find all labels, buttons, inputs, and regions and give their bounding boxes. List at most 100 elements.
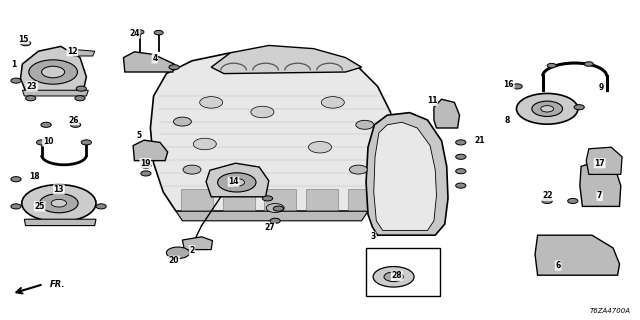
Circle shape [321,97,344,108]
Polygon shape [580,161,621,206]
Circle shape [141,163,151,168]
Circle shape [218,173,256,192]
Text: 17: 17 [595,159,605,168]
Polygon shape [150,51,397,211]
Text: 16: 16 [504,80,514,89]
Bar [306,189,338,211]
Text: 2: 2 [189,246,195,255]
Circle shape [193,138,216,150]
Circle shape [169,65,179,70]
Polygon shape [24,219,96,226]
Circle shape [11,78,21,83]
Circle shape [584,62,593,66]
Text: 24: 24 [129,29,140,38]
Text: 20: 20 [169,256,179,265]
Text: 26: 26 [68,116,79,124]
Text: 3: 3 [371,232,376,241]
Circle shape [547,63,556,68]
Circle shape [456,183,466,188]
Text: 4: 4 [152,54,157,63]
Polygon shape [366,113,448,235]
Polygon shape [434,99,460,128]
Polygon shape [20,46,86,91]
Text: 8: 8 [504,116,509,124]
Text: 18: 18 [29,172,40,180]
Polygon shape [182,237,212,250]
Circle shape [70,122,81,127]
Circle shape [532,101,563,116]
Text: 21: 21 [475,136,485,145]
Text: 14: 14 [228,177,239,186]
Circle shape [22,185,96,222]
Polygon shape [133,140,168,161]
Circle shape [456,140,466,145]
Circle shape [568,198,578,204]
Polygon shape [586,147,622,174]
Text: 5: 5 [137,131,142,140]
Text: 13: 13 [54,185,64,194]
Polygon shape [535,235,620,275]
Circle shape [141,171,151,176]
Polygon shape [211,45,362,74]
Circle shape [29,60,77,84]
Circle shape [36,140,47,145]
Circle shape [51,199,67,207]
Circle shape [173,117,191,126]
Text: 28: 28 [392,271,402,280]
Circle shape [516,93,578,124]
Bar [348,189,380,211]
Circle shape [349,165,367,174]
Circle shape [11,204,21,209]
Circle shape [512,84,522,89]
Text: 1: 1 [12,60,17,68]
Polygon shape [374,122,436,230]
Circle shape [270,218,280,223]
Circle shape [456,154,466,159]
Text: 23: 23 [27,82,37,91]
Circle shape [96,204,106,209]
Text: 19: 19 [140,159,150,168]
Circle shape [183,165,201,174]
Text: T6ZA4700A: T6ZA4700A [589,308,630,314]
Text: 27: 27 [265,223,275,232]
Polygon shape [176,211,368,221]
Circle shape [41,122,51,127]
Circle shape [26,96,36,101]
Circle shape [11,177,21,182]
Circle shape [81,140,92,145]
Circle shape [154,30,163,35]
Text: 6: 6 [556,261,561,270]
Text: 9: 9 [599,83,604,92]
Circle shape [20,41,31,46]
Text: 22: 22 [542,191,552,200]
Bar [366,248,440,296]
Text: 12: 12 [67,47,77,56]
Bar [181,189,213,211]
Bar [264,189,296,211]
Circle shape [266,204,284,212]
Circle shape [200,97,223,108]
Circle shape [40,194,78,213]
Circle shape [384,272,403,282]
Text: 10: 10 [43,137,53,146]
Text: 11: 11 [427,96,437,105]
Circle shape [42,66,65,78]
Circle shape [273,206,284,211]
Circle shape [166,247,189,259]
Circle shape [308,141,332,153]
Polygon shape [74,50,95,56]
Text: 25: 25 [35,202,45,211]
Polygon shape [206,163,269,197]
Polygon shape [124,52,174,72]
Polygon shape [22,90,88,96]
Circle shape [356,120,374,129]
Circle shape [76,86,86,91]
Circle shape [373,267,414,287]
Circle shape [541,106,554,112]
Bar [223,189,255,211]
Circle shape [135,30,144,34]
Circle shape [251,106,274,118]
Circle shape [75,96,85,101]
Text: 7: 7 [597,191,602,200]
Text: FR.: FR. [50,280,65,289]
